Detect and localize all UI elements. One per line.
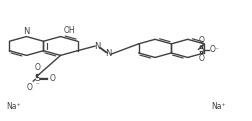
Text: O: O: [34, 63, 40, 72]
Text: N: N: [94, 42, 100, 51]
Text: O⁻: O⁻: [209, 45, 219, 54]
Text: ⁻: ⁻: [35, 82, 39, 88]
Text: S: S: [199, 45, 204, 54]
Text: Na⁺: Na⁺: [212, 102, 226, 111]
Text: OH: OH: [64, 26, 75, 35]
Text: N: N: [23, 27, 30, 36]
Text: N: N: [105, 49, 112, 58]
Text: O: O: [49, 74, 55, 83]
Text: O: O: [199, 36, 205, 45]
Text: S: S: [35, 74, 40, 83]
Text: Na⁺: Na⁺: [6, 102, 21, 111]
Text: O: O: [27, 83, 33, 92]
Text: O: O: [199, 54, 205, 63]
